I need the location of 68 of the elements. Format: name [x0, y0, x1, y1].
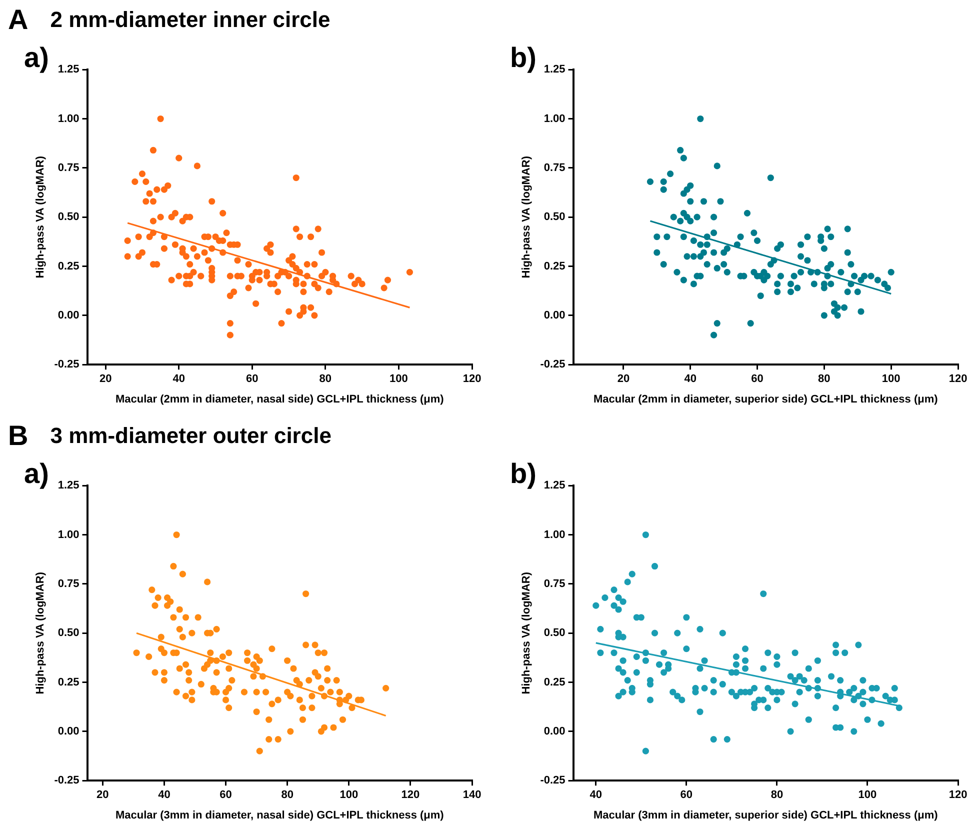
y-tick-label: 1.25: [544, 64, 566, 76]
x-tick-label: 80: [770, 789, 784, 802]
x-tick-label: 120: [462, 373, 482, 386]
y-tick-label: -0.25: [540, 774, 566, 787]
y-tick-label: 1.00: [544, 528, 566, 541]
y-tick-label: 0.50: [58, 211, 80, 224]
text: 3 mm-diameter outer circle: [50, 423, 332, 449]
x-tick-label: 40: [590, 789, 602, 802]
y-axis-title: High-pass VA (logMAR): [34, 156, 47, 278]
x-tick-label: 40: [172, 373, 185, 386]
x-tick-label: 100: [882, 373, 900, 386]
chart-title: b): [510, 458, 536, 490]
x-tick-label: 40: [684, 373, 696, 386]
chart-title: b): [510, 42, 536, 74]
x-tick-label: 100: [858, 789, 877, 802]
y-axis-title: High-pass VA (logMAR): [34, 572, 47, 694]
x-tick-label: 60: [220, 789, 232, 802]
y-tick-label: 0.00: [58, 725, 80, 738]
y-tick-label: 1.25: [58, 64, 80, 76]
y-tick-label: 1.00: [58, 112, 80, 125]
x-tick-label: 80: [319, 373, 332, 386]
x-axis-title: Macular (3mm in diameter, superior side) GCL+IPL thickness (μm): [594, 809, 938, 822]
x-tick-label: 120: [401, 789, 420, 802]
y-tick-label: -0.25: [54, 358, 80, 371]
y-axis-title: High-pass VA (logMAR): [520, 156, 533, 278]
y-tick-label: 0.25: [544, 260, 566, 272]
y-tick-label: 0.00: [544, 725, 566, 738]
x-tick-label: 80: [818, 373, 830, 386]
y-tick-label: 1.00: [58, 528, 80, 541]
y-tick-label: -0.25: [54, 774, 80, 787]
x-tick-label: 40: [158, 789, 170, 802]
x-tick-label: 20: [99, 373, 112, 386]
x-tick-label: 20: [96, 789, 109, 802]
x-tick-label: 120: [948, 789, 968, 802]
x-tick-label: 140: [462, 789, 482, 802]
y-tick-label: 0.25: [544, 676, 566, 688]
x-tick-label: 80: [281, 789, 294, 802]
y-axis-title: High-pass VA (logMAR): [520, 572, 533, 694]
y-tick-label: 0.75: [58, 578, 80, 590]
x-axis-title: Macular (2mm in diameter, superior side) GCL+IPL thickness (μm): [594, 393, 938, 406]
y-tick-label: 0.50: [544, 211, 566, 224]
chart-title: a): [24, 42, 49, 74]
text: B: [8, 420, 28, 452]
x-axis-title: Macular (2mm in diameter, nasal side) GCL+IPL thickness (μm): [115, 393, 444, 406]
x-tick-label: 60: [246, 373, 258, 386]
y-tick-label: 0.75: [544, 162, 566, 174]
y-tick-label: 1.00: [544, 112, 566, 125]
y-tick-label: 0.25: [58, 260, 80, 272]
y-tick-label: 0.75: [544, 578, 566, 590]
y-tick-label: 0.25: [58, 676, 80, 688]
x-tick-label: 60: [680, 789, 693, 802]
y-tick-label: 0.50: [544, 627, 566, 640]
text: 2 mm-diameter inner circle: [50, 7, 330, 33]
x-tick-label: 20: [617, 373, 630, 386]
x-tick-label: 100: [390, 373, 408, 386]
y-tick-label: 0.00: [58, 309, 80, 322]
x-tick-label: 120: [948, 373, 968, 386]
x-tick-label: 100: [340, 789, 358, 802]
x-axis-title: Macular (3mm in diameter, nasal side) GCL+IPL thickness (μm): [115, 809, 444, 822]
y-tick-label: 1.25: [544, 480, 566, 492]
x-tick-label: 60: [751, 373, 764, 386]
y-tick-label: 0.50: [58, 627, 80, 640]
text: A: [8, 4, 28, 36]
chart-title: a): [24, 458, 49, 490]
y-tick-label: -0.25: [540, 358, 566, 371]
y-tick-label: 0.00: [544, 309, 566, 322]
y-tick-label: 1.25: [58, 480, 80, 492]
y-tick-label: 0.75: [58, 162, 80, 174]
